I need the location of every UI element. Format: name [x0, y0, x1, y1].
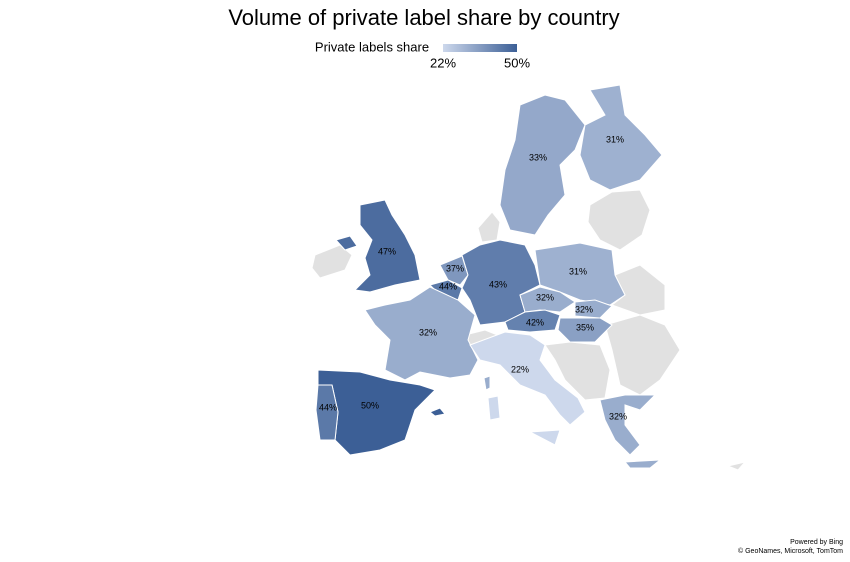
value-label: 31%: [569, 266, 587, 276]
region: [335, 199, 421, 293]
value-label: 35%: [576, 322, 594, 332]
region: [469, 331, 586, 446]
legend-tick-label: 50%: [504, 55, 530, 70]
value-labels: 47% 37% 44% 43% 31% 32% 32% 42% 35% 32% 22% 50% 44% 3…: [319, 134, 627, 421]
region-shape: [534, 242, 626, 306]
region-shape: [469, 331, 586, 426]
value-label: 44%: [439, 281, 457, 291]
value-label: 44%: [319, 402, 337, 412]
value-label: 50%: [361, 400, 379, 410]
region-no-data: [587, 189, 651, 251]
attribution: Powered by Bing: [790, 539, 843, 546]
region: [557, 317, 613, 343]
region-shape: [499, 94, 586, 236]
value-label: 33%: [529, 152, 547, 162]
region-shape: [315, 384, 339, 441]
region-shape: [623, 459, 662, 469]
region: [579, 84, 663, 191]
value-label: 32%: [419, 327, 437, 337]
region-shape: [483, 375, 491, 391]
value-label: 43%: [489, 279, 507, 289]
value-label: 37%: [446, 263, 464, 273]
region-shape: [599, 394, 657, 456]
no-data-regions: [311, 189, 747, 471]
region-shape: [487, 395, 501, 421]
value-label: 22%: [511, 364, 529, 374]
value-label: 47%: [378, 246, 396, 256]
value-label: 42%: [526, 317, 544, 327]
region-no-data: [477, 211, 501, 243]
region-shape: [528, 429, 561, 446]
region-shape: [579, 84, 663, 191]
region-no-data: [726, 461, 747, 471]
value-label: 32%: [609, 411, 627, 421]
region: [534, 242, 626, 306]
legend-tick-label: 22%: [430, 55, 456, 70]
region: [599, 394, 662, 469]
region: [439, 255, 469, 286]
region: [315, 384, 339, 441]
region-no-data: [544, 341, 611, 401]
region-shape: [504, 309, 561, 333]
region: [499, 94, 586, 236]
region: [504, 309, 561, 333]
region-shape: [364, 286, 479, 381]
region-shape: [574, 299, 613, 319]
legend-title: Private labels share: [315, 39, 429, 54]
value-label: 32%: [536, 292, 554, 302]
region: [364, 286, 491, 391]
region-shape: [429, 407, 446, 417]
chart-title: Volume of private label share by country: [228, 5, 619, 30]
regions: [315, 84, 663, 469]
region-no-data: [604, 314, 681, 396]
region-shape: [557, 317, 613, 343]
legend-gradient: [443, 44, 517, 52]
region-shape: [439, 255, 469, 286]
value-label: 31%: [606, 134, 624, 144]
region-shape: [353, 199, 421, 293]
region: [574, 299, 613, 319]
attribution: © GeoNames, Microsoft, TomTom: [738, 547, 843, 555]
region-shape: [335, 235, 358, 251]
value-label: 32%: [575, 304, 593, 314]
